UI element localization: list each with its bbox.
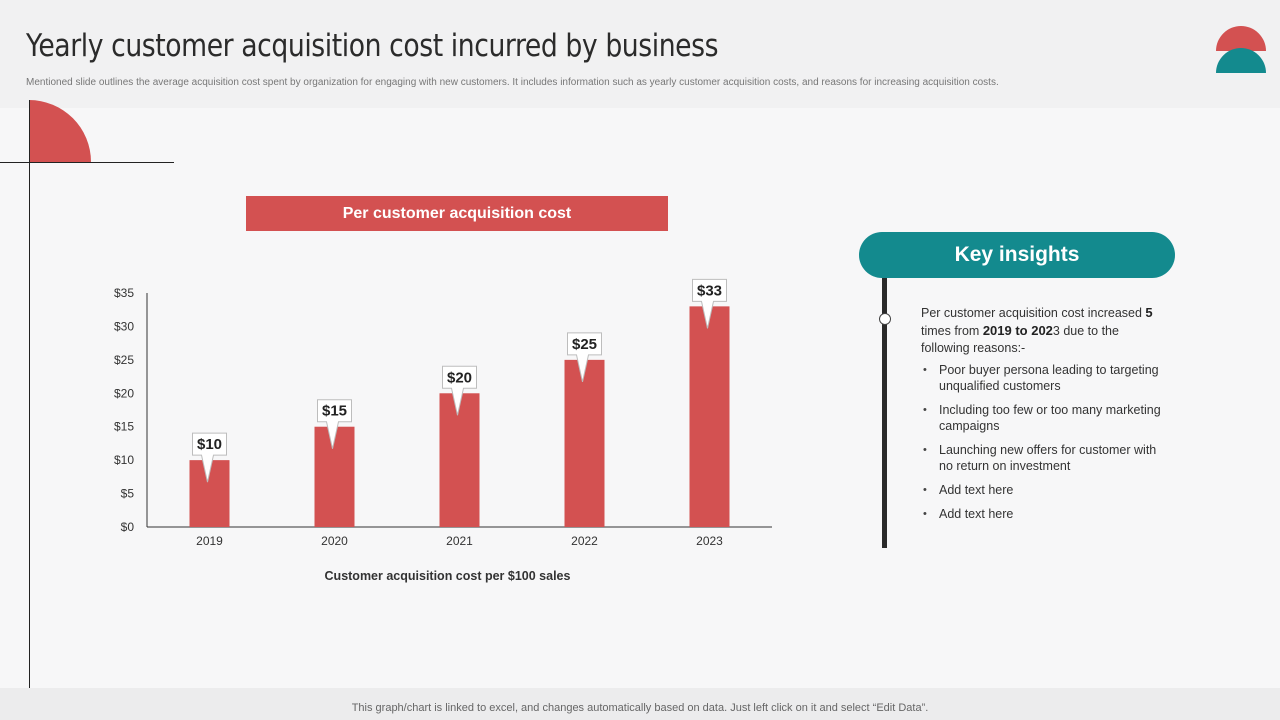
y-tick-label: $0 [121, 520, 135, 534]
insight-bullet: Add text here [921, 482, 1161, 498]
data-label: $33 [697, 282, 722, 299]
footer-band [0, 688, 1280, 720]
y-tick-label: $5 [121, 487, 135, 501]
insight-bullet: Add text here [921, 506, 1161, 522]
bar[interactable] [689, 306, 730, 527]
y-tick-label: $30 [114, 319, 134, 333]
insight-bullet: Including too few or too many marketing … [921, 402, 1161, 434]
data-label-callout [317, 399, 352, 449]
chart-title-banner: Per customer acquisition cost [246, 196, 668, 231]
y-tick-label: $20 [114, 386, 134, 400]
data-label: $15 [322, 403, 347, 420]
x-tick-label: 2023 [696, 534, 723, 548]
insights-bullet-list: Poor buyer persona leading to targeting … [921, 362, 1161, 530]
intro-text-2: times from [921, 324, 983, 338]
insight-bullet: Launching new offers for customer with n… [921, 442, 1161, 474]
footer-note: This graph/chart is linked to excel, and… [351, 702, 929, 714]
data-label-callout [692, 278, 727, 329]
data-label: $10 [197, 436, 222, 453]
bar[interactable] [564, 359, 605, 527]
insights-timeline-line [882, 278, 887, 548]
data-label: $25 [572, 336, 597, 353]
key-insights-heading: Key insights [859, 232, 1175, 278]
y-tick-label: $15 [114, 420, 134, 434]
insights-timeline-dot [879, 313, 891, 325]
intro-year-range: 2019 to 202 [982, 323, 1053, 338]
data-label-callout [192, 432, 227, 483]
data-label-callout [567, 332, 602, 382]
x-tick-label: 2020 [321, 534, 348, 548]
decorative-vertical-line [29, 100, 30, 720]
page-subtitle: Mentioned slide outlines the average acq… [26, 77, 999, 88]
y-tick-label: $10 [114, 453, 134, 467]
decorative-horizontal-line [0, 162, 174, 163]
y-tick-label: $25 [114, 353, 134, 367]
x-tick-label: 2019 [196, 534, 223, 548]
page-title: Yearly customer acquisition cost incurre… [26, 28, 719, 64]
intro-text-1: Per customer acquisition cost increased [921, 306, 1146, 320]
data-label: $20 [447, 369, 472, 386]
insights-intro: Per customer acquisition cost increased … [921, 304, 1171, 357]
intro-times: 5 [1145, 305, 1153, 320]
x-axis-title: Customer acquisition cost per $100 sales [325, 569, 571, 583]
bar[interactable] [314, 426, 355, 527]
insight-bullet: Poor buyer persona leading to targeting … [921, 362, 1161, 394]
intro-text-3: 3 due to the following reasons:- [921, 324, 1119, 355]
bar[interactable] [439, 393, 480, 527]
data-label-callout [442, 365, 477, 416]
x-tick-label: 2021 [446, 534, 473, 548]
header-band: Yearly customer acquisition cost incurre… [0, 0, 1280, 108]
x-tick-label: 2022 [571, 534, 598, 548]
y-tick-label: $35 [114, 286, 134, 300]
